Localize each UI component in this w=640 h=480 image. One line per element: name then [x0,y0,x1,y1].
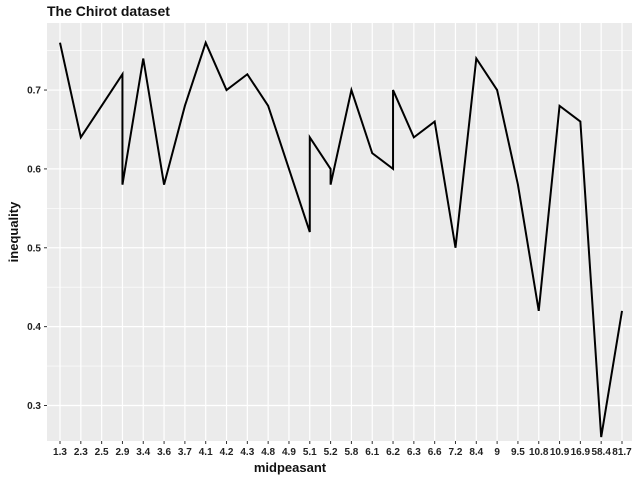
x-axis: 1.3 2.3 2.5 2.9 3.4 3.6 3.7 4.1 4.2 4.3 4.8 4.9 5.1 5… [53,441,632,458]
x-tick-label: 9.5 [511,447,525,458]
x-tick-label: 3.6 [157,447,171,458]
x-tick-label: 8.4 [469,447,483,458]
x-tick-label: 7.2 [449,447,463,458]
x-tick-label: 58.4 [591,447,611,458]
x-tick-label: 9 [494,447,500,458]
y-tick-label: 0.5 [27,243,41,254]
series-line [59,39,623,438]
x-tick-label: 5.1 [303,447,317,458]
y-tick-label: 0.3 [27,401,41,412]
y-tick-label: 0.4 [27,322,41,333]
grid-major [47,23,632,441]
x-tick-label: 3.7 [178,447,192,458]
x-tick-label: 1.3 [53,447,67,458]
x-tick-label: 4.3 [240,447,254,458]
x-tick-label: 16.9 [571,447,591,458]
x-tick-label: 81.7 [612,447,632,458]
x-axis-title: midpeasant [254,460,327,475]
x-tick-label: 5.2 [324,447,338,458]
x-tick-label: 4.9 [282,447,296,458]
chart-title: The Chirot dataset [47,3,170,19]
x-tick-label: 4.1 [199,447,213,458]
y-axis-title: inequality [6,201,21,262]
x-tick-label: 4.2 [220,447,234,458]
y-axis: 0.3 0.4 0.5 0.6 0.7 [27,86,47,412]
x-tick-label: 6.2 [386,447,400,458]
x-tick-label: 3.4 [136,447,150,458]
y-tick-label: 0.6 [27,164,41,175]
y-tick-label: 0.7 [27,86,41,97]
x-tick-label: 6.3 [407,447,421,458]
x-tick-label: 2.9 [115,447,129,458]
x-tick-label: 6.6 [428,447,442,458]
x-tick-label: 2.3 [74,447,88,458]
x-tick-label: 6.1 [365,447,379,458]
x-tick-label: 10.9 [550,447,570,458]
x-tick-label: 5.8 [344,447,358,458]
x-tick-label: 10.8 [529,447,549,458]
plot-panel [47,23,632,441]
x-tick-label: 4.8 [261,447,275,458]
x-tick-label: 2.5 [95,447,109,458]
